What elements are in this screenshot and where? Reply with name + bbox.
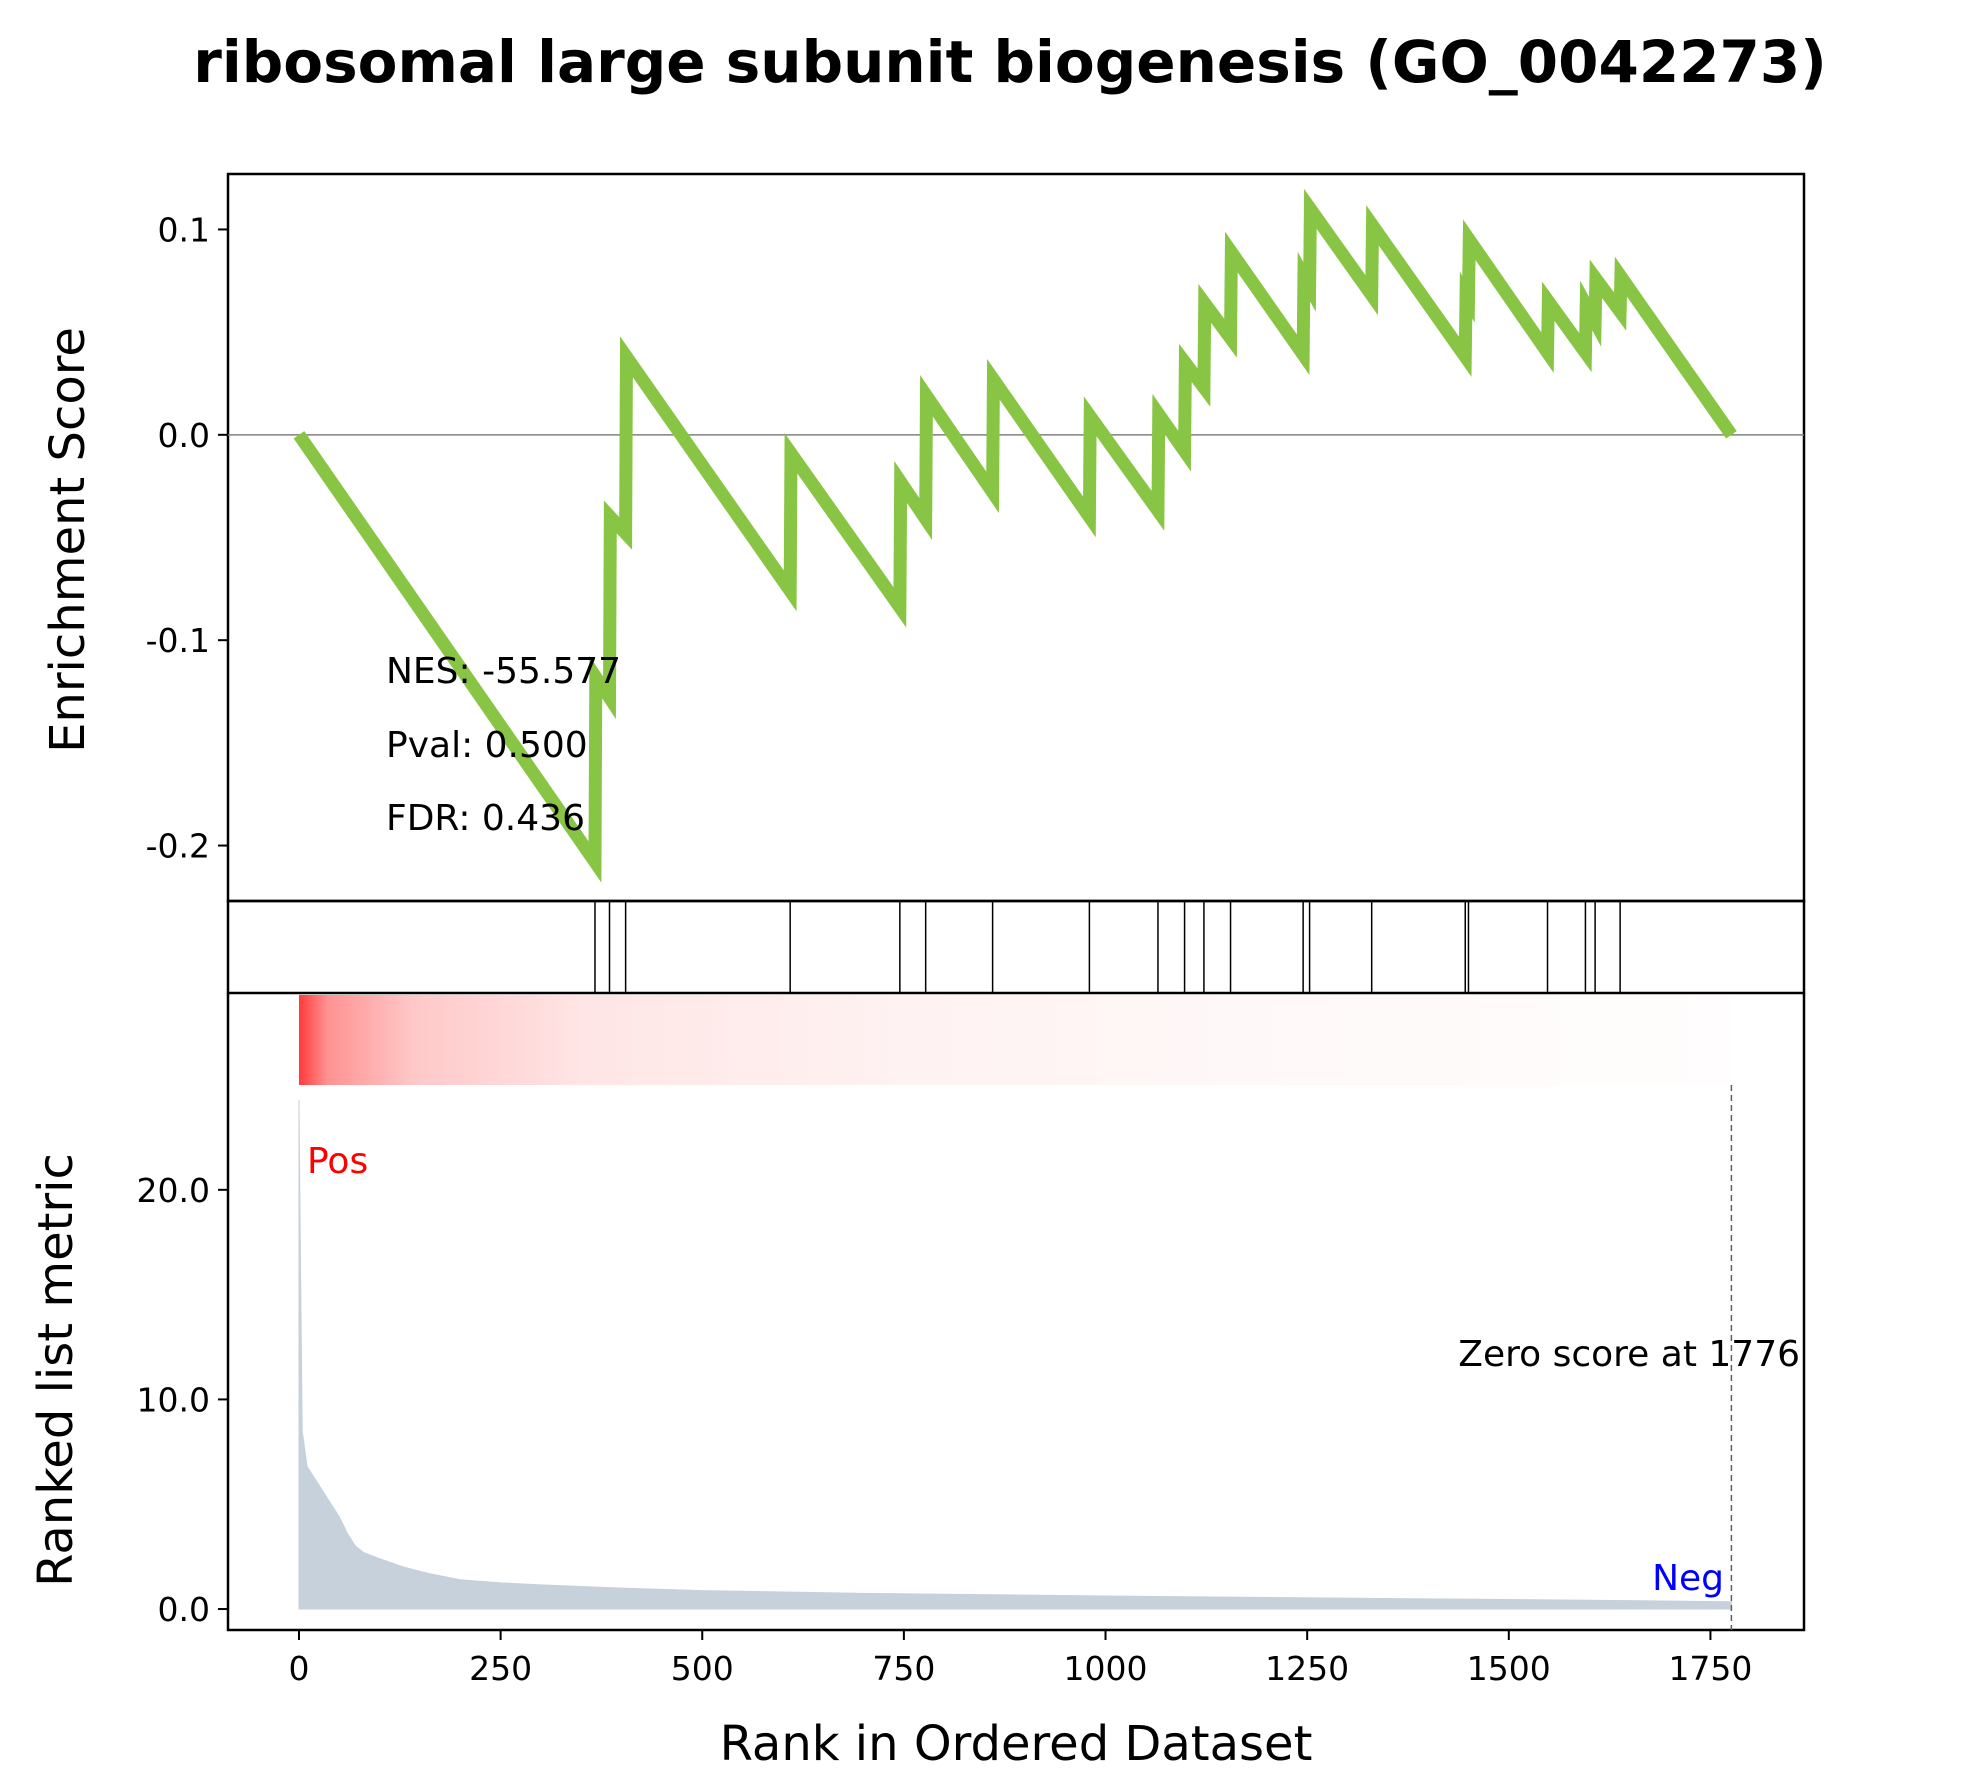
pos-label: Pos bbox=[307, 1141, 368, 1182]
x-tick-label: 1000 bbox=[1064, 1649, 1148, 1688]
y-tick-label-bottom: 0.0 bbox=[158, 1590, 210, 1629]
y-tick-label-top: 0.0 bbox=[158, 416, 210, 455]
fdr-stat: FDR: 0.436 bbox=[386, 798, 585, 839]
x-tick-label: 250 bbox=[469, 1649, 532, 1688]
chart-title: ribosomal large subunit biogenesis (GO_0… bbox=[193, 28, 1827, 96]
hits-panel-frame bbox=[226, 899, 1806, 995]
y-tick-label-top: 0.1 bbox=[158, 210, 210, 249]
es-panel-frame bbox=[226, 172, 1806, 903]
y-axis-label-bottom: Ranked list metric bbox=[28, 1153, 84, 1587]
rank-heatmap-strip bbox=[298, 995, 1732, 1085]
y-tick-label-bottom: 20.0 bbox=[137, 1171, 210, 1210]
x-tick-label: 1250 bbox=[1265, 1649, 1349, 1688]
x-tick-label: 1500 bbox=[1467, 1649, 1551, 1688]
y-tick-label-bottom: 10.0 bbox=[137, 1380, 210, 1419]
zero-score-label: Zero score at 1776 bbox=[1458, 1334, 1800, 1375]
y-tick-label-top: -0.2 bbox=[146, 827, 210, 866]
y-axis-label-top: Enrichment Score bbox=[40, 327, 96, 753]
ranked-metric-area bbox=[298, 1099, 1732, 1610]
y-tick-label-top: -0.1 bbox=[146, 621, 210, 660]
enrichment-score-line bbox=[293, 188, 1737, 883]
pval-stat: Pval: 0.500 bbox=[386, 725, 588, 766]
x-tick-label: 500 bbox=[671, 1649, 734, 1688]
metric-panel-frame bbox=[226, 993, 1806, 1632]
neg-label: Neg bbox=[1652, 1558, 1724, 1599]
nes-stat: NES: -55.577 bbox=[386, 651, 621, 692]
x-tick-label: 1750 bbox=[1668, 1649, 1752, 1688]
x-tick-label: 750 bbox=[872, 1649, 935, 1688]
x-tick-label: 0 bbox=[288, 1649, 309, 1688]
x-axis-label: Rank in Ordered Dataset bbox=[720, 1716, 1313, 1772]
